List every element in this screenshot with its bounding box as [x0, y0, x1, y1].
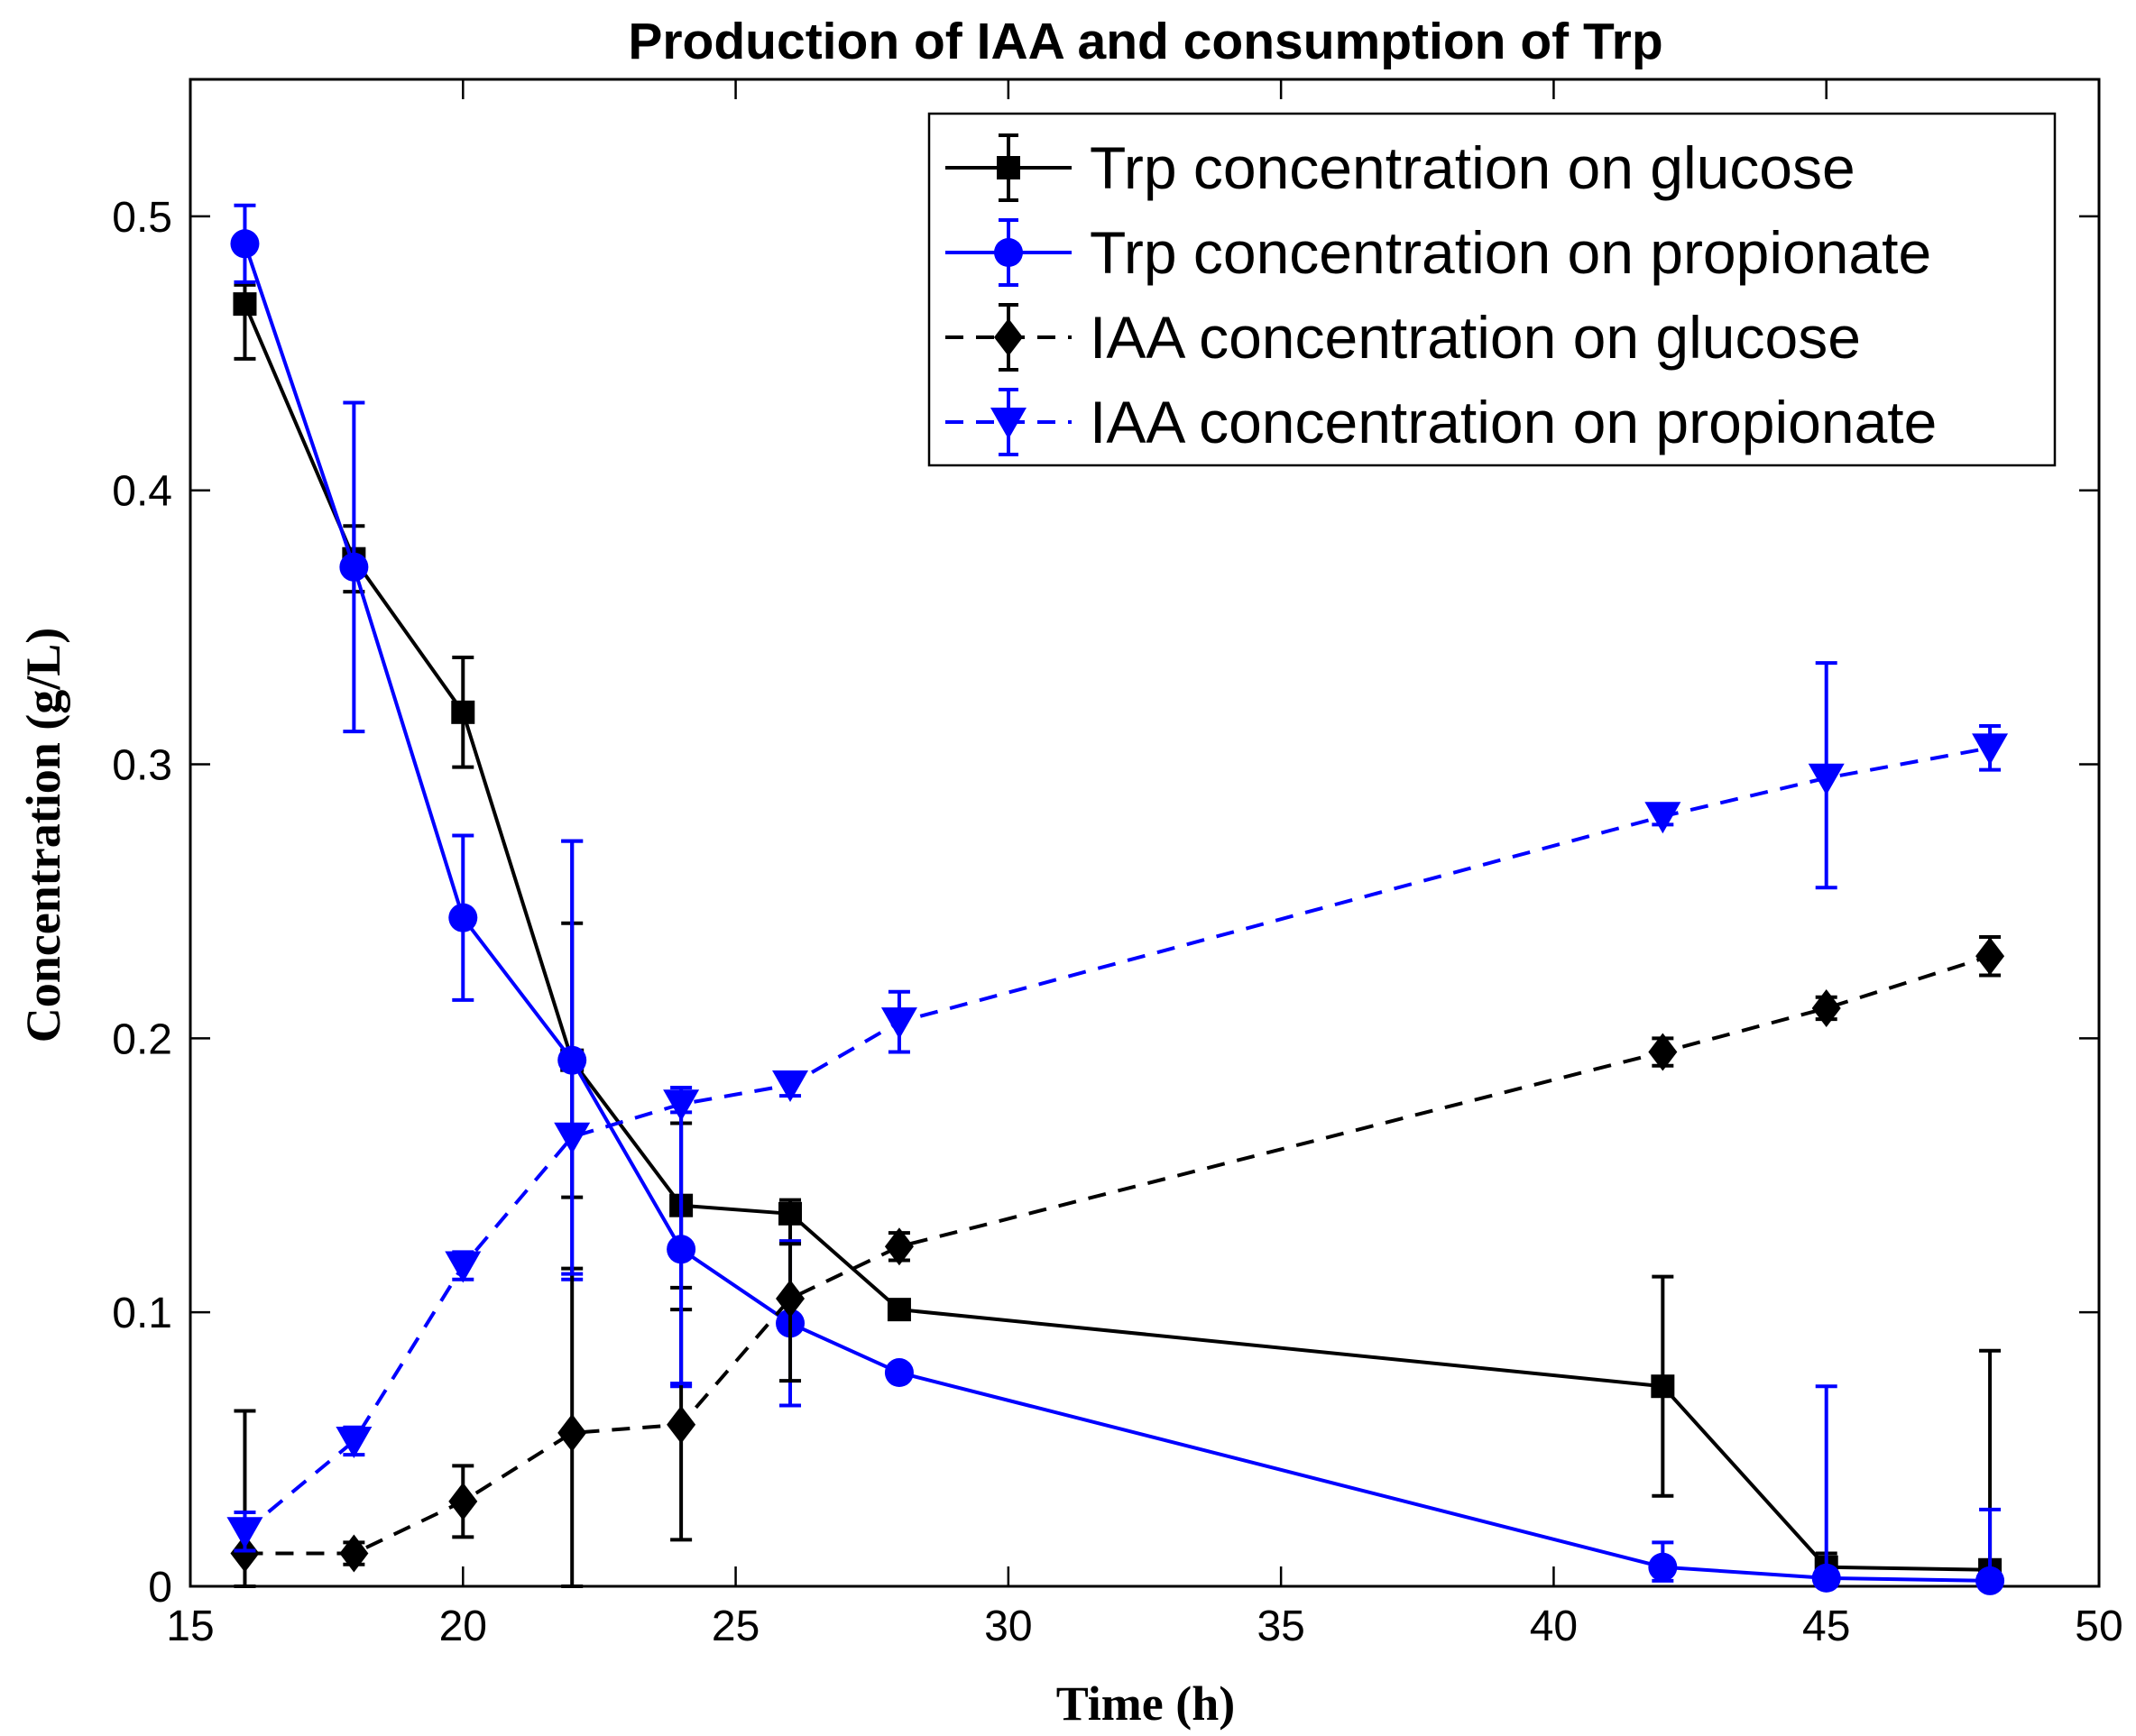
square-marker — [451, 700, 475, 724]
diamond-marker — [339, 1534, 369, 1573]
x-tick-label: 35 — [1257, 1603, 1304, 1650]
triangle-down-marker — [554, 1122, 591, 1154]
y-tick-label: 0.2 — [112, 1015, 172, 1063]
diamond-marker — [448, 1482, 478, 1520]
triangle-down-marker — [880, 1007, 917, 1040]
x-tick-label: 15 — [166, 1603, 214, 1650]
square-marker — [778, 1201, 803, 1226]
triangle-down-marker — [1808, 763, 1845, 795]
triangle-down-marker — [772, 1070, 809, 1103]
x-tick-label: 30 — [984, 1603, 1032, 1650]
x-axis-label: Time (h) — [1056, 1676, 1236, 1731]
series-line — [244, 954, 1991, 1556]
legend-label: IAA concentration on propionate — [1090, 389, 1937, 455]
legend-entries: Trp concentration on glucose Trp concentr… — [945, 133, 1937, 456]
error-bar — [670, 1086, 693, 1386]
legend-triangle-down-marker — [990, 408, 1027, 439]
y-tick-label: 0.5 — [112, 194, 172, 242]
diamond-marker — [1648, 1033, 1678, 1071]
triangle-down-marker — [1644, 802, 1681, 834]
circle-marker — [339, 552, 369, 582]
series-line — [244, 746, 1991, 1533]
diamond-marker — [1811, 988, 1841, 1027]
circle-marker — [1648, 1552, 1678, 1582]
series-3 — [230, 934, 2005, 1588]
axis-ticks — [189, 79, 2101, 1588]
diamond-marker — [557, 1413, 587, 1452]
axis-tick-labels: 15 20 25 30 35 40 45 50 0 0.1 0.2 0.3 0.4 0.5 — [112, 194, 2122, 1650]
circle-marker — [1811, 1563, 1841, 1593]
error-bar — [561, 839, 584, 1276]
series-line — [243, 243, 1991, 1583]
circle-marker — [1975, 1566, 2005, 1595]
y-tick-label: 0 — [148, 1564, 172, 1612]
legend-entry-4: IAA concentration on propionate — [945, 388, 1937, 456]
data-series — [226, 203, 2009, 1595]
legend-circle-marker — [994, 238, 1023, 267]
y-tick-label: 0.3 — [112, 742, 172, 790]
chart-title: Production of IAA and consumption of Trp — [628, 13, 1662, 70]
y-tick-label: 0.4 — [112, 468, 172, 516]
square-marker — [233, 292, 257, 317]
legend-box — [927, 112, 2057, 467]
triangle-down-marker — [663, 1089, 700, 1122]
circle-marker — [448, 903, 478, 932]
y-tick-label: 0.1 — [112, 1290, 172, 1337]
legend-diamond-marker — [994, 318, 1023, 356]
x-tick-label: 25 — [712, 1603, 760, 1650]
triangle-down-marker — [226, 1517, 263, 1549]
x-tick-label: 40 — [1530, 1603, 1578, 1650]
square-marker — [1651, 1374, 1675, 1399]
triangle-down-marker — [336, 1426, 373, 1458]
plot-area-frame — [189, 78, 2101, 1588]
legend-entry-1: Trp concentration on glucose — [945, 133, 1855, 202]
triangle-down-marker — [1972, 733, 2009, 766]
legend-label: Trp concentration on propionate — [1090, 219, 1931, 286]
legend-label: IAA concentration on glucose — [1090, 304, 1861, 371]
diamond-marker — [667, 1405, 696, 1444]
x-tick-label: 50 — [2075, 1603, 2122, 1650]
y-axis-label: Concentration (g/L) — [16, 628, 70, 1043]
circle-marker — [884, 1358, 914, 1388]
legend-square-marker — [997, 156, 1020, 179]
legend-label: Trp concentration on glucose — [1090, 134, 1855, 201]
series-4 — [226, 661, 2009, 1553]
square-marker — [887, 1298, 911, 1322]
x-tick-label: 20 — [439, 1603, 487, 1650]
diamond-marker — [884, 1227, 914, 1266]
diamond-marker — [1975, 937, 2005, 976]
diamond-marker — [230, 1534, 260, 1573]
legend: Trp concentration on glucose Trp concentr… — [927, 112, 2057, 467]
legend-entry-3: IAA concentration on glucose — [945, 303, 1861, 372]
x-tick-label: 45 — [1802, 1603, 1850, 1650]
diamond-marker — [776, 1279, 806, 1318]
legend-entry-2: Trp concentration on propionate — [945, 218, 1931, 287]
series-line — [243, 303, 1991, 1572]
circle-marker — [230, 229, 260, 259]
triangle-down-marker — [445, 1251, 482, 1283]
